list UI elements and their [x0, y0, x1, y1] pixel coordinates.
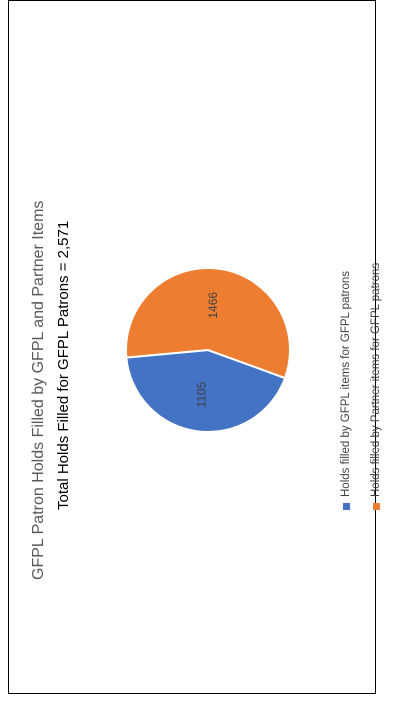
legend-item-gfpl: Holds filled by GFPL items for GFPL patr… [340, 271, 352, 510]
legend-swatch-gfpl [342, 503, 350, 510]
legend-label-partner: Holds filled by Partner items for GFPL p… [370, 262, 382, 497]
pie-slice-1 [125, 267, 291, 380]
legend-swatch-partner [372, 503, 380, 510]
pie-data-label-0: 1105 [194, 382, 208, 408]
legend-label-gfpl: Holds filled by GFPL items for GFPL patr… [340, 270, 352, 497]
pie-slice-0 [125, 348, 287, 433]
pie-data-label-1: 1466 [206, 292, 220, 319]
legend-item-partner: Holds filled by Partner items for GFPL p… [370, 263, 382, 510]
